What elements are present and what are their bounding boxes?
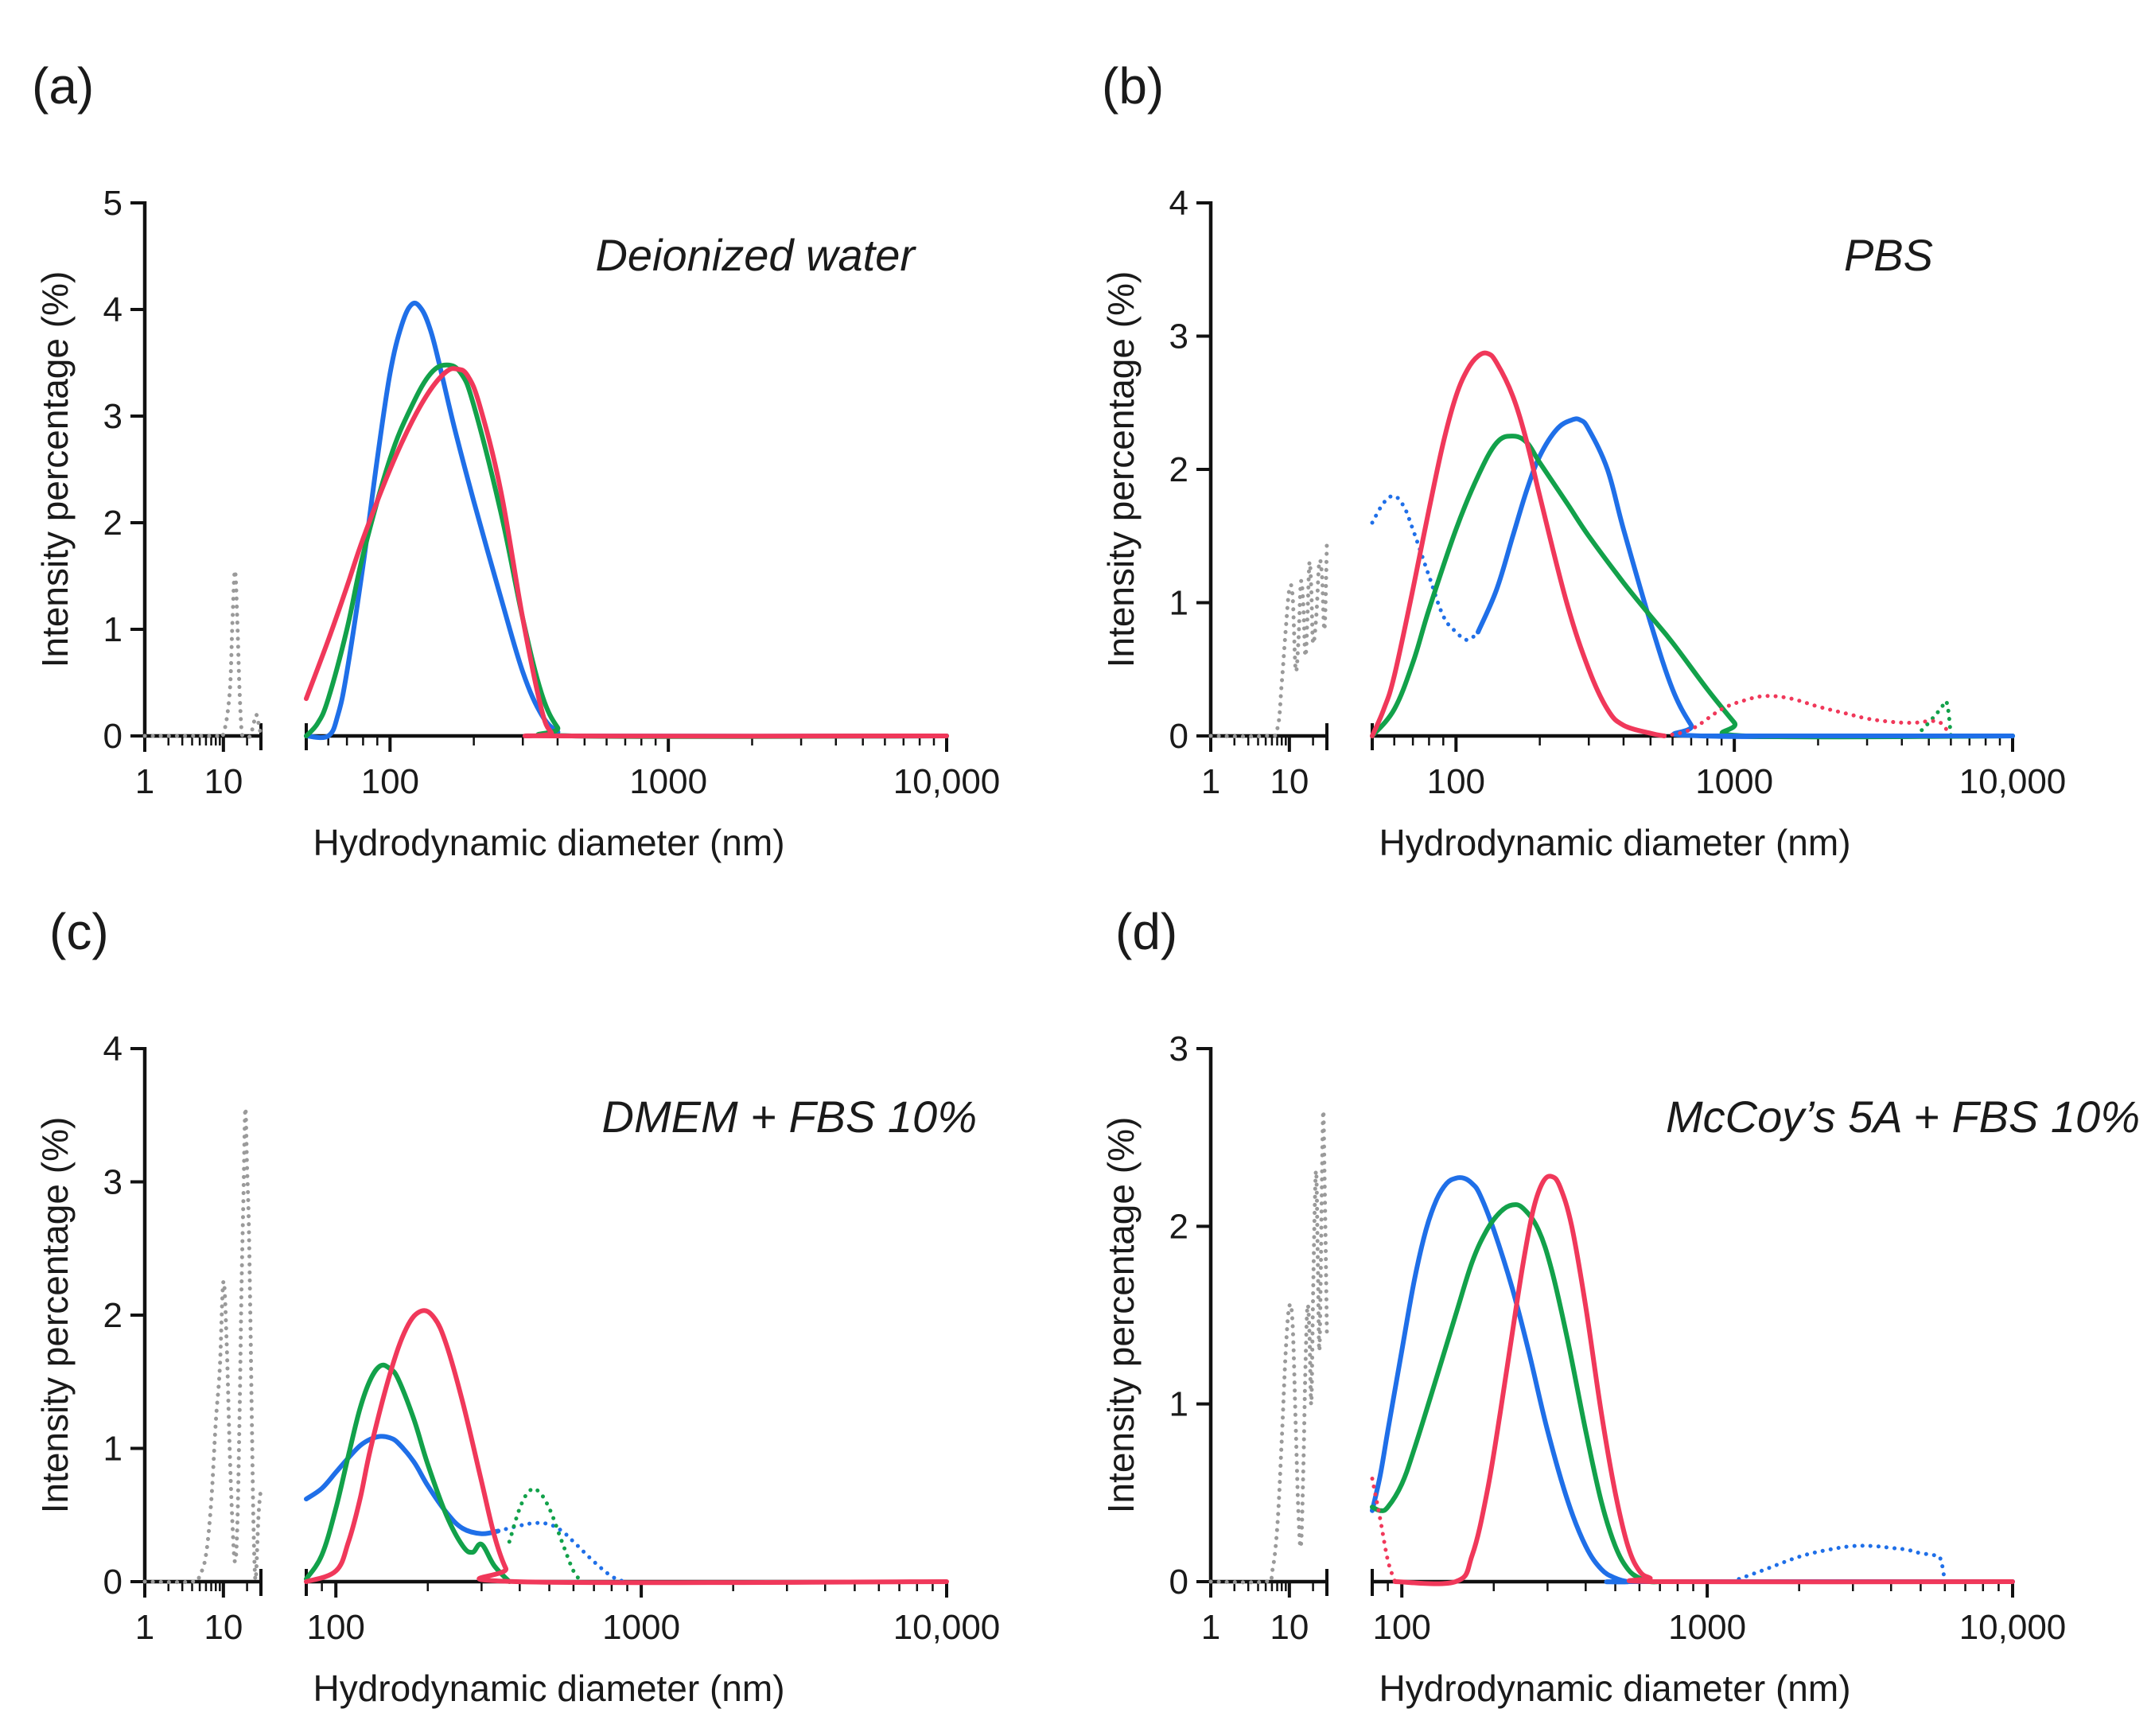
x-tick-label: 1: [1201, 1608, 1220, 1647]
x-tick-label: 100: [361, 762, 419, 801]
x-tick-label: 10: [204, 1608, 243, 1647]
panel-label: (b): [1102, 57, 1164, 115]
y-tick-label: 1: [103, 1430, 123, 1469]
x-tick-label: 10,000: [893, 762, 1001, 801]
y-tick-label: 0: [1169, 1563, 1188, 1602]
x-axis-label: Hydrodynamic diameter (nm): [1379, 822, 1850, 863]
y-tick-label: 2: [1169, 1207, 1188, 1246]
x-tick-label: 1: [1201, 762, 1220, 801]
series-line-red-dotted: [1662, 694, 1953, 738]
x-tick-label: 1: [135, 762, 154, 801]
y-tick-label: 0: [103, 717, 123, 756]
y-tick-label: 2: [103, 1296, 123, 1335]
x-tick-label: 10: [204, 762, 243, 801]
y-tick-label: 0: [103, 1563, 123, 1602]
y-tick-label: 3: [103, 1163, 123, 1202]
x-tick-label: 1000: [629, 762, 707, 801]
chart-title: DMEM + FBS 10%: [602, 1092, 977, 1142]
y-tick-label: 4: [1169, 184, 1188, 223]
series-line-green: [304, 362, 949, 739]
chart-title: PBS: [1844, 230, 1933, 280]
series-line-green-dotted: [507, 1486, 585, 1584]
series-line-blue-dotted: [496, 1520, 627, 1584]
series-line-blue: [304, 1434, 501, 1536]
y-tick-label: 5: [103, 184, 123, 223]
panel-label: (a): [32, 57, 94, 115]
panel-label: (d): [1115, 903, 1177, 960]
series-line-gray-dotted: [142, 1106, 263, 1585]
series-line-red: [1392, 1174, 2015, 1586]
series-line-red: [304, 366, 949, 739]
x-tick-label: 10: [1270, 1608, 1309, 1647]
series-line-gray-dotted: [142, 568, 263, 740]
series-line-green: [304, 1362, 512, 1584]
x-tick-label: 100: [306, 1608, 364, 1647]
panel-label: (c): [49, 903, 109, 960]
y-tick-label: 2: [103, 504, 123, 543]
series-line-blue: [1370, 1175, 2015, 1585]
y-tick-label: 3: [103, 397, 123, 436]
series-line-green: [1370, 1202, 1663, 1585]
x-axis-label: Hydrodynamic diameter (nm): [1379, 1668, 1850, 1709]
y-axis-label: Intensity percentage (%): [1100, 1117, 1142, 1514]
x-tick-label: 1000: [1695, 762, 1773, 801]
y-axis-label: Intensity percentage (%): [34, 1117, 76, 1514]
y-tick-label: 1: [103, 610, 123, 649]
chart-title: Deionized water: [595, 230, 916, 280]
series-line-blue: [304, 301, 949, 741]
y-axis-label: Intensity percentage (%): [34, 271, 76, 668]
x-axis-label: Hydrodynamic diameter (nm): [313, 1668, 784, 1709]
series-line-blue: [1476, 416, 2015, 740]
x-tick-label: 100: [1427, 762, 1485, 801]
y-tick-label: 3: [1169, 317, 1188, 356]
x-tick-label: 100: [1372, 1608, 1430, 1647]
x-tick-label: 10,000: [1959, 762, 2067, 801]
series-line-red-dotted: [1370, 1477, 1398, 1584]
y-tick-label: 4: [103, 290, 123, 329]
series-line-red: [1370, 350, 1667, 738]
series-line-gray-dotted: [1208, 1108, 1329, 1585]
series-line-blue-dotted: [1729, 1543, 1947, 1584]
y-tick-label: 3: [1169, 1030, 1188, 1068]
y-tick-label: 1: [1169, 584, 1188, 623]
x-tick-label: 1000: [1668, 1608, 1746, 1647]
series-line-red: [304, 1308, 949, 1586]
y-tick-label: 2: [1169, 450, 1188, 489]
x-tick-label: 10,000: [1959, 1608, 2067, 1647]
chart-title: McCoy’s 5A + FBS 10%: [1666, 1092, 2140, 1142]
y-tick-label: 0: [1169, 717, 1188, 756]
series-line-green-dotted: [1914, 699, 1953, 738]
x-tick-label: 10: [1270, 762, 1309, 801]
y-tick-label: 1: [1169, 1385, 1188, 1424]
x-axis-label: Hydrodynamic diameter (nm): [313, 822, 784, 863]
series-line-green: [1370, 434, 2015, 740]
x-tick-label: 1000: [602, 1608, 680, 1647]
x-tick-label: 10,000: [893, 1608, 1001, 1647]
series-line-gray-dotted: [1208, 540, 1329, 739]
y-axis-label: Intensity percentage (%): [1100, 271, 1142, 668]
y-tick-label: 4: [103, 1030, 123, 1068]
x-tick-label: 1: [135, 1608, 154, 1647]
series-line-blue-dotted: [1370, 493, 1480, 642]
